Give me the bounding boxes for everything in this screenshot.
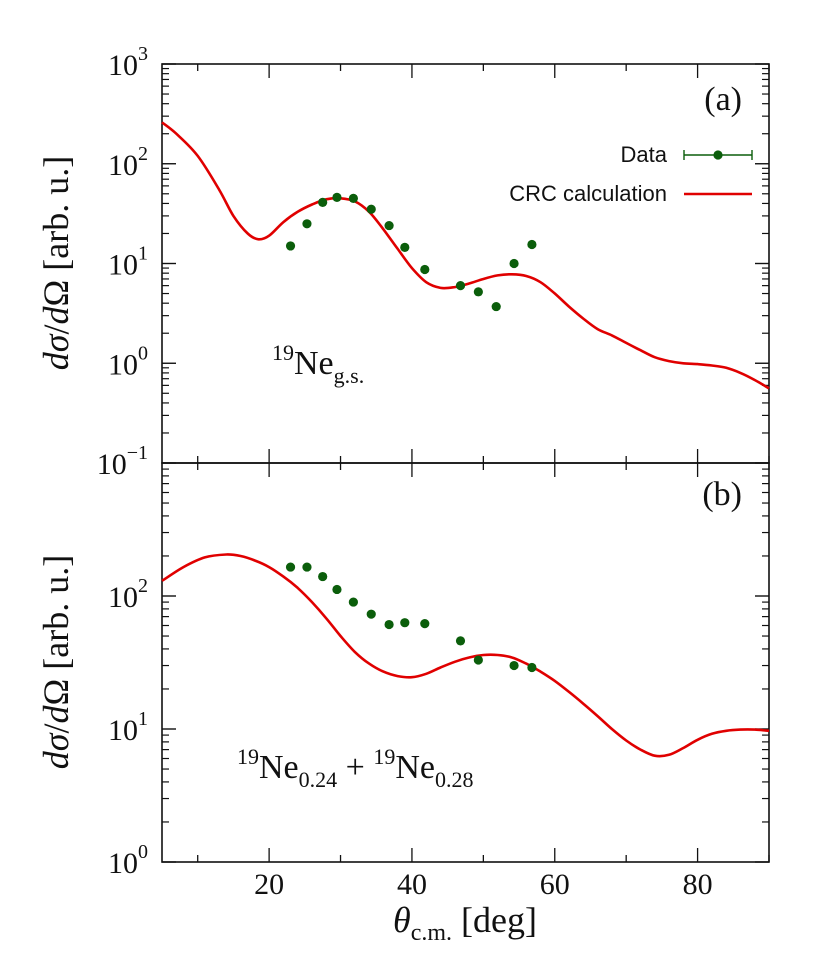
data-point xyxy=(318,571,328,582)
data-point xyxy=(473,287,483,297)
panel-b-label: (b) xyxy=(702,476,742,513)
data-point xyxy=(384,619,394,630)
panel-b-annotation-element-2: Ne xyxy=(395,749,435,786)
panel-b-annotation-state-2: 0.28 xyxy=(435,767,474,792)
data-point xyxy=(491,301,501,312)
panel-b-annotation-state-1: 0.24 xyxy=(299,767,338,792)
data-point xyxy=(455,281,466,291)
data-point xyxy=(332,192,342,202)
panel-b-data-points xyxy=(285,562,537,673)
legend-data-label: Data xyxy=(621,142,668,167)
data-point xyxy=(455,636,466,646)
panel-a-annotation: 19Neg.s. xyxy=(272,340,364,388)
data-point xyxy=(366,609,376,619)
panel-a-y-axis-label: dσ/dΩ [arb. u.] xyxy=(36,156,76,371)
y-tick-label: 100 xyxy=(108,342,148,381)
x-axis-label-sub: c.m. xyxy=(411,920,452,946)
panel-a-crc-curve xyxy=(161,121,770,390)
panel-a: 103 102 101 100 10−1 (a) Data CRC calculatio… xyxy=(36,43,770,481)
y-tick-label: 101 xyxy=(108,708,148,747)
x-tick-label: 40 xyxy=(397,868,427,901)
data-point xyxy=(302,219,312,229)
y-tick-label: 10−1 xyxy=(97,442,148,481)
panel-a-frame xyxy=(161,63,770,464)
data-point xyxy=(473,655,483,665)
y-tick-label: 102 xyxy=(108,575,148,614)
panel-b-annotation-mass-2: 19 xyxy=(373,744,395,769)
x-tick-label: 80 xyxy=(683,868,713,901)
panel-a-label: (a) xyxy=(704,81,742,118)
data-point xyxy=(384,220,394,231)
y-tick-label: 103 xyxy=(108,43,148,82)
legend: Data CRC calculation xyxy=(509,142,753,206)
data-point xyxy=(400,618,410,628)
data-point xyxy=(527,662,537,673)
y-tick-label: 102 xyxy=(108,143,148,182)
legend-data-marker xyxy=(713,150,723,160)
x-axis-label-symbol: θ xyxy=(393,900,411,940)
data-point xyxy=(302,562,312,572)
data-point xyxy=(420,619,430,629)
panel-a-annotation-state: g.s. xyxy=(334,363,365,388)
panel-b-y-ticks: 102 101 100 xyxy=(108,468,769,880)
panel-b-y-axis-label: dσ/dΩ [arb. u.] xyxy=(36,555,76,770)
y-tick-label: 100 xyxy=(108,841,148,880)
panel-a-annotation-mass: 19 xyxy=(272,340,294,365)
data-point xyxy=(285,241,296,251)
data-point xyxy=(509,660,519,671)
panel-a-data-points xyxy=(285,192,537,312)
data-point xyxy=(400,242,410,253)
panel-b-x-ticks xyxy=(197,463,770,862)
data-point xyxy=(509,258,519,269)
x-axis-label-unit: [deg] xyxy=(452,900,537,940)
panel-a-x-ticks xyxy=(197,64,770,463)
panel-a-annotation-element: Ne xyxy=(294,345,334,382)
panel-b-annotation-mass-1: 19 xyxy=(237,744,259,769)
panel-b-annotation: 19Ne0.24 + 19Ne0.28 xyxy=(237,744,474,792)
panel-b-annotation-plus: + xyxy=(337,749,373,786)
x-axis-label: θc.m. [deg] xyxy=(393,900,537,946)
panel-b-crc-curve xyxy=(161,553,770,758)
data-point xyxy=(420,264,430,275)
x-tick-label: 20 xyxy=(254,868,284,901)
x-tick-labels: 20 40 60 80 xyxy=(254,868,712,901)
data-point xyxy=(348,193,358,203)
panel-a-y-ticks: 103 102 101 100 10−1 xyxy=(97,43,769,481)
panel-b-frame xyxy=(161,462,770,863)
data-point xyxy=(366,204,376,214)
panel-b-annotation-element-1: Ne xyxy=(259,749,299,786)
data-point xyxy=(285,562,296,572)
x-tick-label: 60 xyxy=(540,868,570,901)
legend-curve-label: CRC calculation xyxy=(509,181,667,206)
data-point xyxy=(332,584,342,595)
y-tick-label: 101 xyxy=(108,243,148,282)
data-point xyxy=(348,597,358,607)
data-point xyxy=(527,239,537,250)
data-point xyxy=(318,197,328,207)
